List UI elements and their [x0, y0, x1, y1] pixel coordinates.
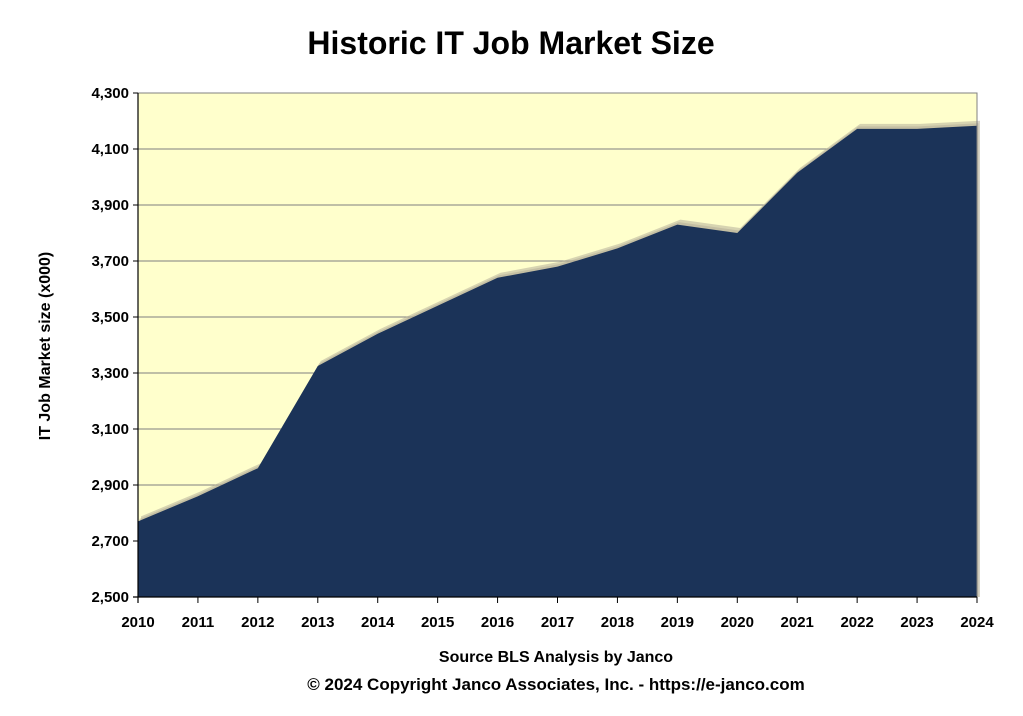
x-tick-label: 2019	[661, 614, 694, 631]
y-tick-label: 4,100	[91, 141, 129, 158]
x-tick-label: 2023	[900, 614, 933, 631]
x-tick-label: 2014	[361, 614, 395, 631]
area-fill	[138, 125, 977, 597]
x-axis-ticks: 2010 2011 2012 2013 2014 2015 2016 2017 2018 2019…	[121, 597, 994, 631]
y-tick-label: 3,500	[91, 309, 129, 326]
chart-title: Historic IT Job Market Size	[307, 25, 714, 61]
x-tick-label: 2021	[781, 614, 814, 631]
x-tick-label: 2017	[541, 614, 574, 631]
x-tick-label: 2024	[960, 614, 994, 631]
x-tick-label: 2022	[840, 614, 873, 631]
y-tick-label: 3,700	[91, 253, 129, 270]
x-tick-label: 2020	[721, 614, 754, 631]
x-axis-title: Source BLS Analysis by Janco	[439, 649, 673, 666]
y-tick-label: 3,900	[91, 197, 129, 214]
y-tick-label: 2,700	[91, 533, 129, 550]
x-tick-label: 2015	[421, 614, 454, 631]
copyright-footer: © 2024 Copyright Janco Associates, Inc. …	[307, 675, 804, 694]
x-tick-label: 2016	[481, 614, 514, 631]
x-tick-label: 2018	[601, 614, 634, 631]
x-tick-label: 2013	[301, 614, 334, 631]
y-tick-label: 2,500	[91, 589, 129, 606]
x-tick-label: 2010	[121, 614, 154, 631]
y-tick-label: 2,900	[91, 477, 129, 494]
y-axis-ticks: 2,500 2,700 2,900 3,100 3,300 3,500 3,700 3,900…	[91, 85, 138, 606]
x-tick-label: 2012	[241, 614, 274, 631]
y-tick-label: 3,300	[91, 365, 129, 382]
y-axis-title: IT Job Market size (x000)	[37, 252, 54, 441]
x-tick-label: 2011	[182, 614, 215, 631]
y-tick-label: 3,100	[91, 421, 129, 438]
y-tick-label: 4,300	[91, 85, 129, 102]
